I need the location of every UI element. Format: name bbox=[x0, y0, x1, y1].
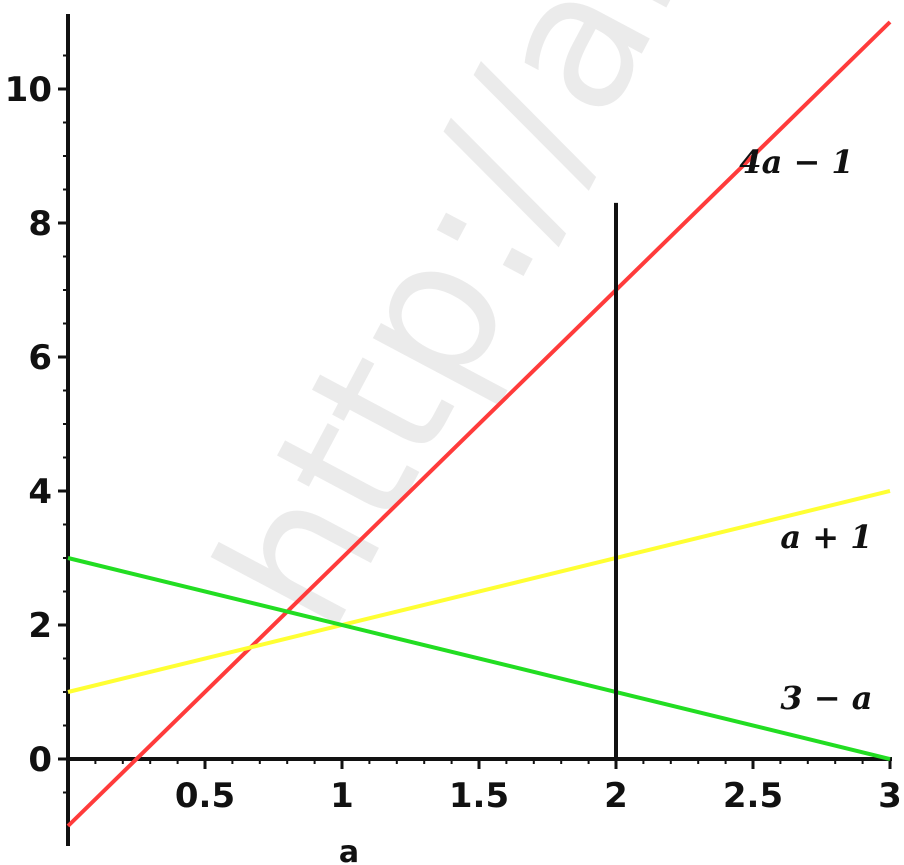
watermark: http://alc bbox=[175, 0, 772, 661]
x-axis-title: a bbox=[339, 835, 359, 865]
series-label-0: 4a − 1 bbox=[739, 143, 853, 181]
y-tick-label: 8 bbox=[28, 204, 52, 244]
y-tick-label: 6 bbox=[28, 338, 52, 378]
x-tick-label: 3 bbox=[878, 776, 902, 816]
series-line-0 bbox=[66, 20, 892, 828]
x-tick-label: 0.5 bbox=[175, 776, 235, 816]
series-line-1 bbox=[67, 489, 891, 694]
series-layer bbox=[66, 20, 892, 828]
series-line-2 bbox=[67, 556, 891, 761]
series-label-1: a + 1 bbox=[780, 518, 872, 556]
y-tick-label: 0 bbox=[28, 740, 52, 780]
labels-layer: 4a − 1 a + 1 3 − a bbox=[739, 143, 872, 717]
x-tick-label: 2 bbox=[604, 776, 628, 816]
x-tick-label: 1 bbox=[330, 776, 354, 816]
x-tick-label: 1.5 bbox=[449, 776, 509, 816]
y-tick-label: 10 bbox=[5, 70, 52, 110]
x-tick-label: 2.5 bbox=[723, 776, 783, 816]
axes: 0.5 1 1.5 2 2.5 3 0 2 4 6 8 10 a bbox=[5, 14, 902, 865]
y-tick-label: 2 bbox=[28, 606, 52, 646]
series-label-2: 3 − a bbox=[780, 679, 872, 717]
y-tick-label: 4 bbox=[28, 472, 52, 512]
